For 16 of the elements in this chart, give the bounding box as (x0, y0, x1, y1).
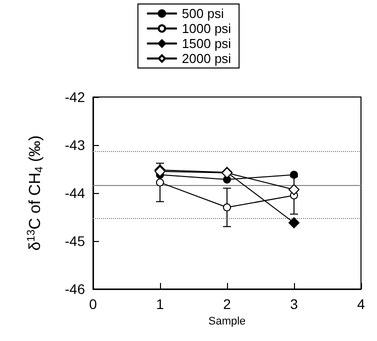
legend-label: 2000 psi (182, 51, 232, 66)
y-tick-label: -45 (64, 233, 86, 249)
y-axis-title: δ13C of CH4 (‰) (26, 135, 46, 251)
x-tick-label: 4 (357, 296, 366, 312)
x-tick-label: 2 (223, 296, 232, 312)
x-tick-label: 3 (290, 296, 298, 312)
legend-label: 1000 psi (182, 21, 232, 36)
x-tick-label: 1 (156, 296, 164, 312)
y-tick-label: -43 (64, 137, 86, 153)
legend-label: 1500 psi (182, 36, 232, 51)
x-axis-title: Sample (208, 315, 246, 328)
y-tick-label: -42 (64, 89, 86, 105)
x-tick-label: 0 (89, 296, 98, 312)
legend-label: 500 psi (182, 6, 224, 21)
y-tick-label: -44 (64, 185, 86, 201)
y-tick-label: -46 (64, 281, 86, 297)
